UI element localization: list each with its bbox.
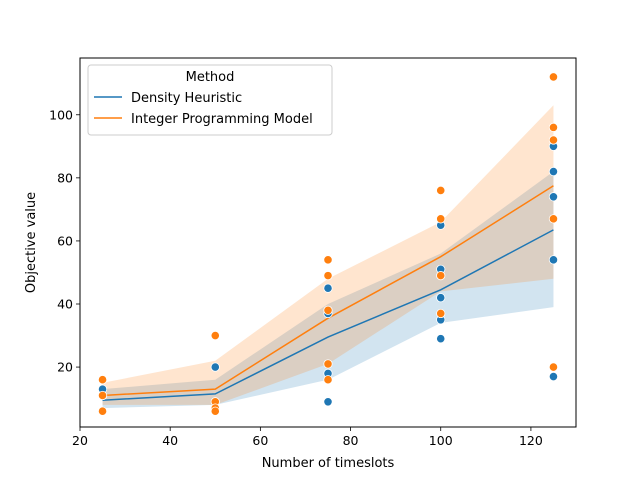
x-axis-label: Number of timeslots [262, 456, 395, 471]
point-density-heuristic [548, 166, 559, 177]
x-tick-label: 40 [162, 433, 178, 448]
ci-band-integer-programming-model [102, 105, 554, 405]
legend-box [87, 64, 333, 136]
point-density-heuristic [210, 362, 220, 372]
point-integer-programming-model [97, 390, 108, 401]
legend-title: Method [186, 70, 235, 85]
legend-label-density-heuristic: Density Heuristic [131, 91, 242, 106]
point-integer-programming-model [323, 359, 333, 369]
point-integer-programming-model [323, 375, 333, 385]
point-integer-programming-model [548, 214, 559, 224]
x-tick-label: 120 [519, 433, 543, 448]
point-integer-programming-model [436, 308, 446, 319]
point-integer-programming-model [323, 305, 333, 315]
x-axis-ticks: 20 40 60 80 100 120 [72, 427, 543, 448]
point-integer-programming-model [97, 406, 108, 416]
y-tick-label: 60 [57, 233, 73, 248]
point-density-heuristic [436, 293, 446, 303]
point-integer-programming-model [323, 255, 333, 265]
point-density-heuristic [548, 192, 559, 202]
y-tick-label: 100 [49, 107, 73, 122]
data-points [97, 72, 559, 416]
point-density-heuristic [436, 334, 446, 344]
x-tick-label: 20 [72, 433, 88, 448]
point-integer-programming-model [436, 214, 446, 224]
x-tick-label: 80 [343, 433, 359, 448]
legend-label-integer-programming-model: Integer Programming Model [131, 112, 313, 127]
point-density-heuristic [548, 371, 559, 382]
point-integer-programming-model [548, 135, 559, 145]
point-integer-programming-model [210, 406, 220, 416]
y-tick-label: 20 [57, 360, 73, 375]
x-tick-label: 60 [252, 433, 268, 448]
point-integer-programming-model [210, 330, 220, 341]
point-integer-programming-model [97, 375, 108, 385]
y-axis-ticks: 20 40 60 80 100 [49, 107, 80, 375]
point-integer-programming-model [548, 72, 559, 82]
point-integer-programming-model [436, 185, 446, 196]
y-tick-label: 40 [57, 297, 73, 312]
mean-lines [102, 185, 554, 401]
plot-area-frame [79, 57, 577, 428]
point-integer-programming-model [323, 271, 333, 281]
point-density-heuristic [323, 283, 333, 293]
point-integer-programming-model [436, 271, 446, 281]
y-axis-label: Objective value [24, 192, 39, 293]
point-integer-programming-model [548, 122, 559, 132]
point-density-heuristic [323, 397, 333, 407]
mean-line-integer-programming-model [102, 185, 554, 397]
point-density-heuristic [548, 255, 559, 265]
x-tick-label: 100 [429, 433, 453, 448]
y-tick-label: 80 [57, 170, 73, 185]
legend: Method Density Heuristic Integer Program… [87, 64, 333, 136]
point-integer-programming-model [548, 362, 559, 372]
mean-line-density-heuristic [102, 229, 554, 401]
